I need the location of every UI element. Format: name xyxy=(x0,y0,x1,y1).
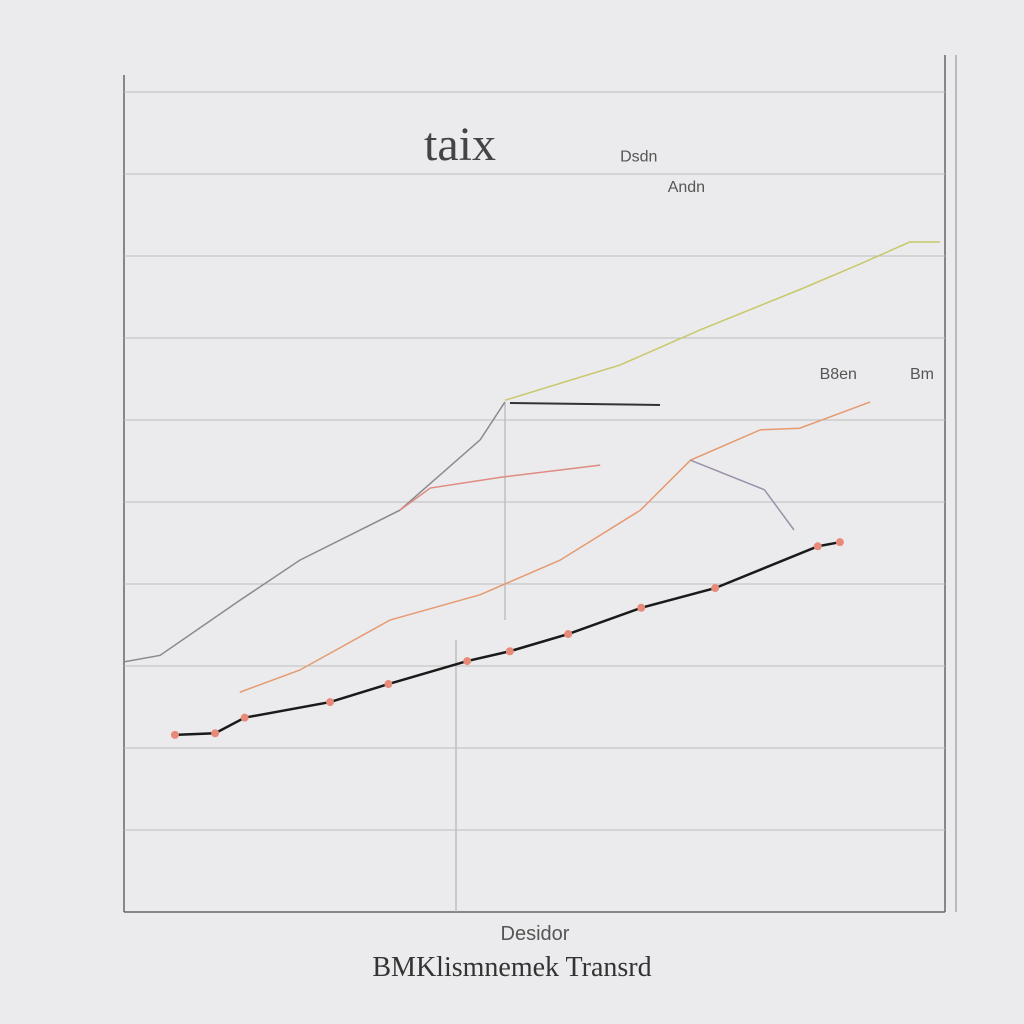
series-line xyxy=(504,241,941,402)
point xyxy=(326,698,335,707)
point xyxy=(463,657,472,666)
chart-title: taix xyxy=(424,118,496,171)
point xyxy=(505,647,514,656)
series-line xyxy=(690,459,795,531)
annotation: Andn xyxy=(668,179,705,196)
series-line xyxy=(399,464,601,511)
point xyxy=(637,603,646,612)
series-line xyxy=(123,401,506,663)
annotation: B8en xyxy=(820,366,857,383)
point xyxy=(211,729,220,738)
guide-line xyxy=(509,402,661,406)
series-line xyxy=(239,401,871,693)
point xyxy=(384,680,393,689)
series-line xyxy=(174,540,841,737)
point xyxy=(564,630,573,639)
point xyxy=(711,584,720,593)
annotation: Bm xyxy=(910,366,934,383)
caption: BMKlismnemek Transrd xyxy=(372,952,651,983)
point xyxy=(813,542,822,551)
point xyxy=(835,538,844,547)
point xyxy=(240,713,249,722)
annotation: Dsdn xyxy=(620,149,657,166)
x-axis-label: Desidor xyxy=(501,923,570,945)
point xyxy=(170,730,179,739)
